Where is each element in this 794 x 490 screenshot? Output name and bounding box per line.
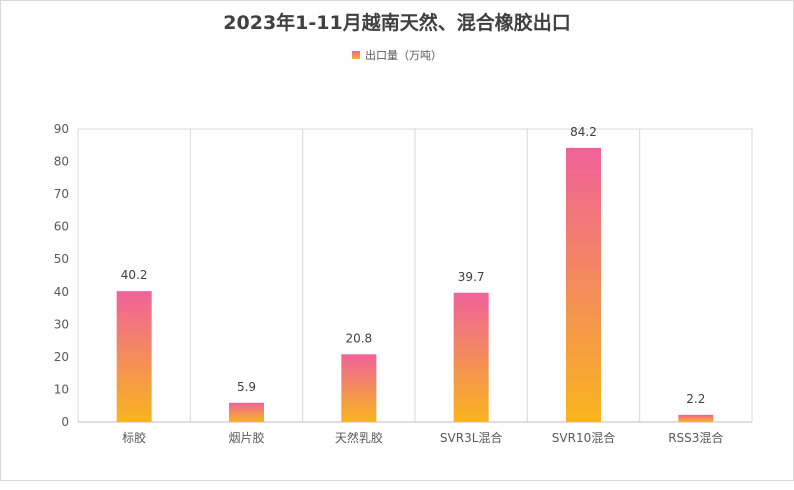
- y-tick-label: 50: [54, 252, 69, 266]
- legend-swatch: [352, 51, 360, 59]
- x-tick-label: RSS3混合: [668, 430, 723, 445]
- data-label: 2.2: [686, 392, 705, 406]
- y-tick-label: 10: [54, 382, 69, 396]
- x-tick-label: 烟片胶: [228, 430, 264, 445]
- bar: [229, 402, 264, 422]
- y-tick-label: 60: [54, 220, 69, 234]
- chart-legend: 出口量（万吨）: [0, 47, 794, 63]
- bar: [678, 414, 714, 422]
- y-tick-label: 30: [54, 317, 69, 331]
- x-tick-label: 标胶: [122, 430, 146, 445]
- data-label: 20.8: [345, 331, 372, 345]
- data-label: 5.9: [237, 380, 256, 394]
- y-tick-label: 20: [54, 350, 69, 364]
- y-tick-label: 40: [54, 285, 69, 299]
- legend-label: 出口量（万吨）: [365, 49, 442, 62]
- data-label: 84.2: [570, 125, 597, 139]
- data-label: 40.2: [121, 268, 148, 282]
- data-label: 39.7: [458, 270, 485, 284]
- y-tick-label: 80: [54, 155, 69, 169]
- y-tick-label: 0: [61, 415, 69, 429]
- x-tick-label: 天然乳胶: [335, 430, 383, 445]
- bar: [566, 147, 601, 423]
- bar: [341, 354, 377, 422]
- y-tick-label: 70: [54, 187, 69, 201]
- x-tick-label: SVR3L混合: [440, 430, 503, 445]
- y-tick-label: 90: [54, 122, 69, 136]
- x-tick-label: SVR10混合: [552, 430, 615, 445]
- bar: [116, 291, 152, 422]
- chart-title: 2023年1-11月越南天然、混合橡胶出口: [223, 12, 571, 34]
- bar: [453, 292, 489, 422]
